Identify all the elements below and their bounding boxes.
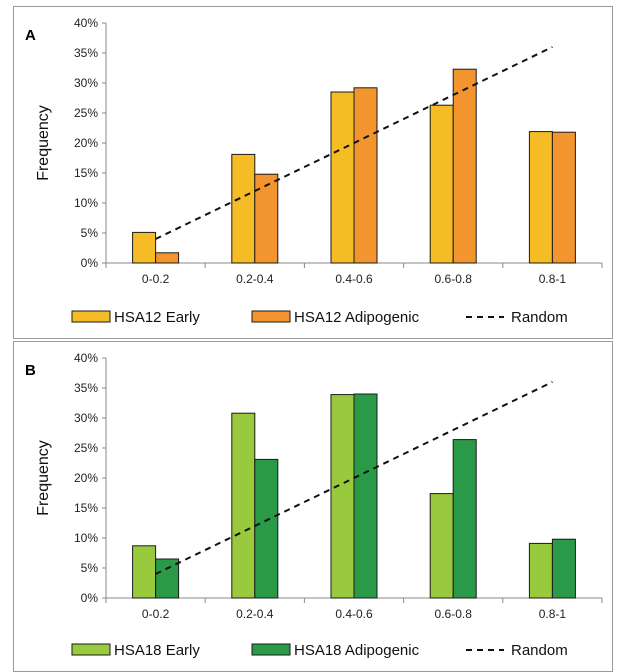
- x-tick-label: 0.8-1: [539, 607, 567, 621]
- y-tick-label: 10%: [74, 196, 98, 210]
- y-tick-label: 0%: [81, 256, 99, 270]
- x-tick-label: 0.4-0.6: [335, 607, 373, 621]
- bar-hsa12-adipogenic-0.2-0.4: [254, 173, 279, 264]
- y-tick-label: 25%: [74, 106, 98, 120]
- y-tick-label: 30%: [74, 411, 98, 425]
- y-tick-label: 15%: [74, 166, 98, 180]
- bar-hsa12-early-0.2-0.4: [231, 153, 256, 264]
- legend-swatch: [71, 310, 111, 323]
- x-tick-label: 0-0.2: [142, 272, 170, 286]
- bar-hsa12-early-0.4-0.6: [330, 91, 355, 264]
- legend-label: HSA18 Adipogenic: [294, 642, 420, 659]
- random-trend-line: [155, 46, 553, 240]
- bar-hsa18-early-0.8-1: [528, 542, 553, 599]
- legend-swatch: [251, 643, 291, 656]
- bar-hsa12-early-0.8-1: [528, 131, 553, 264]
- legend-label: HSA18 Early: [114, 642, 200, 659]
- bar-hsa18-adipogenic-0.6-0.8: [452, 439, 477, 599]
- bar-hsa12-early-0.6-0.8: [429, 104, 454, 264]
- chart-a-svg: A Frequency 0% 5% 10% 15% 20% 25% 30% 35% 40% 0-0.2…: [25, 16, 603, 326]
- y-tick-label: 30%: [74, 76, 98, 90]
- chart-b-svg: B Frequency 0% 5% 10% 15% 20% 25% 30% 35% 40% 0-0.2…: [25, 351, 603, 659]
- y-tick-label: 5%: [81, 226, 99, 240]
- bar-hsa18-adipogenic-0-0.2: [155, 558, 180, 599]
- legend-swatch: [71, 643, 111, 656]
- x-tick-label: 0.6-0.8: [435, 272, 473, 286]
- x-tick-label: 0.4-0.6: [335, 272, 373, 286]
- bar-hsa18-early-0.4-0.6: [330, 394, 355, 599]
- y-tick-label: 20%: [74, 136, 98, 150]
- bar-hsa18-adipogenic-0.2-0.4: [254, 458, 279, 599]
- y-tick-label: 15%: [74, 501, 98, 515]
- y-tick-label: 0%: [81, 591, 99, 605]
- panel-label-b: B: [25, 362, 36, 379]
- legend-label: HSA12 Early: [114, 309, 200, 326]
- y-axis-title: Frequency: [35, 440, 52, 516]
- chart-panel-a: A Frequency 0% 5% 10% 15% 20% 25% 30% 35% 40% 0-0.2…: [13, 6, 613, 339]
- panel-label-a: A: [25, 27, 36, 44]
- y-axis-title: Frequency: [35, 105, 52, 181]
- y-tick-label: 40%: [74, 351, 98, 365]
- y-tick-label: 40%: [74, 16, 98, 30]
- y-tick-label: 20%: [74, 471, 98, 485]
- legend-label: HSA12 Adipogenic: [294, 309, 420, 326]
- x-tick-label: 0.8-1: [539, 272, 567, 286]
- y-tick-label: 25%: [74, 441, 98, 455]
- legend-label: Random: [511, 309, 568, 326]
- bar-hsa18-adipogenic-0.8-1: [551, 538, 576, 599]
- y-tick-label: 5%: [81, 561, 99, 575]
- bar-hsa18-early-0.2-0.4: [231, 412, 256, 599]
- x-tick-label: 0-0.2: [142, 607, 170, 621]
- bar-hsa12-early-0-0.2: [132, 231, 157, 264]
- y-tick-label: 10%: [74, 531, 98, 545]
- bar-hsa12-adipogenic-0.4-0.6: [353, 87, 378, 264]
- bar-hsa12-adipogenic-0-0.2: [155, 252, 180, 264]
- bar-hsa12-adipogenic-0.6-0.8: [452, 68, 477, 264]
- x-tick-label: 0.2-0.4: [236, 607, 274, 621]
- bar-hsa12-adipogenic-0.8-1: [551, 131, 576, 264]
- bar-hsa18-early-0.6-0.8: [429, 493, 454, 599]
- bar-hsa18-early-0-0.2: [132, 545, 157, 599]
- x-tick-label: 0.2-0.4: [236, 272, 274, 286]
- y-tick-label: 35%: [74, 381, 98, 395]
- random-trend-line: [155, 381, 553, 575]
- y-tick-label: 35%: [74, 46, 98, 60]
- legend-swatch: [251, 310, 291, 323]
- bar-hsa18-adipogenic-0.4-0.6: [353, 393, 378, 599]
- chart-panel-b: B Frequency 0% 5% 10% 15% 20% 25% 30% 35% 40% 0-0.2…: [13, 341, 613, 672]
- legend-label: Random: [511, 642, 568, 659]
- x-tick-label: 0.6-0.8: [435, 607, 473, 621]
